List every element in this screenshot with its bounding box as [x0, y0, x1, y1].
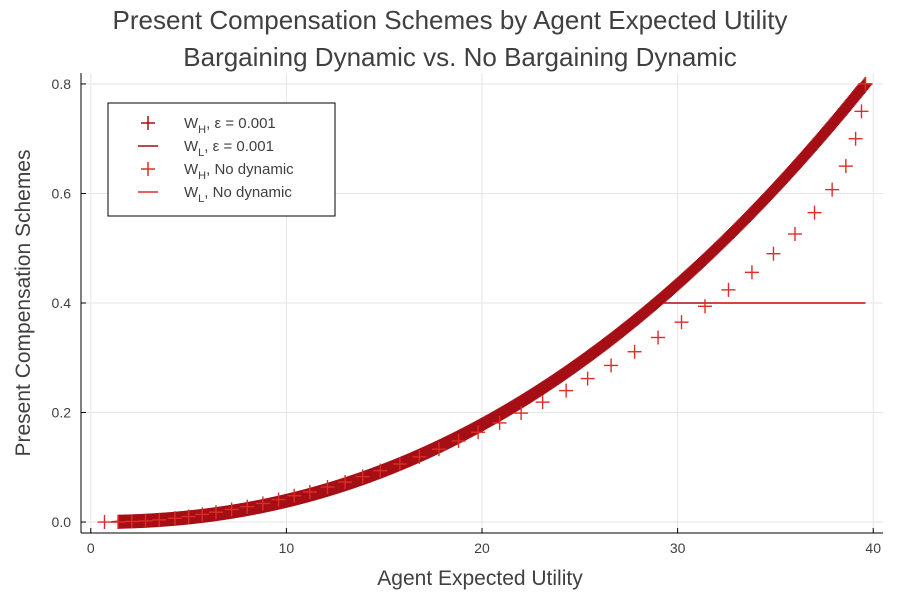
data-point	[492, 415, 507, 430]
data-point	[97, 515, 112, 530]
data-point	[854, 104, 869, 119]
data-point	[195, 507, 210, 522]
legend-item: WL, No dynamic	[138, 184, 292, 205]
data-point	[559, 383, 574, 398]
data-point	[471, 425, 486, 440]
chart-title-line-1: Present Compensation Schemes by Agent Ex…	[113, 5, 788, 35]
data-point	[124, 514, 139, 529]
data-point	[412, 449, 427, 464]
y-tick-label: 0.6	[52, 185, 72, 201]
data-point	[271, 492, 286, 507]
data-point	[856, 79, 871, 94]
data-point	[338, 475, 353, 490]
x-tick-label: 0	[87, 540, 95, 556]
data-point	[651, 330, 666, 345]
y-tick-label: 0.8	[52, 76, 72, 92]
chart-title-line-2: Bargaining Dynamic vs. No Bargaining Dyn…	[183, 42, 736, 72]
data-point	[320, 480, 335, 494]
data-point	[857, 78, 872, 93]
legend-item: WH, No dynamic	[141, 161, 294, 182]
data-point	[111, 515, 126, 530]
data-point	[838, 159, 853, 174]
data-point	[627, 344, 642, 359]
data-point	[355, 469, 370, 484]
data-point	[848, 131, 863, 146]
legend-item: WL, ε = 0.001	[138, 138, 274, 159]
data-point	[807, 205, 822, 220]
y-axis-label: Present Compensation Schemes	[12, 150, 35, 457]
data-point	[697, 299, 712, 314]
y-tick-label: 0.0	[52, 514, 72, 530]
data-point	[138, 513, 153, 528]
data-point	[451, 434, 466, 448]
plot-area: 0 10 20 30 40 0.0 0.2 0.4 0.6 0.8	[52, 73, 883, 556]
data-point	[766, 246, 781, 261]
data-point	[604, 358, 619, 373]
data-point	[392, 457, 407, 471]
data-point	[152, 512, 167, 527]
y-tick-label: 0.2	[52, 405, 72, 421]
legend-label: WH, No dynamic	[184, 161, 294, 182]
data-point	[721, 282, 736, 297]
legend-plus-symbol	[141, 116, 155, 130]
x-tick-label: 30	[670, 540, 686, 556]
data-point	[302, 484, 317, 499]
data-point	[580, 371, 595, 386]
data-point	[167, 511, 182, 526]
series-3	[97, 76, 873, 530]
data-point	[674, 315, 689, 330]
data-point	[744, 265, 759, 280]
x-tick-label: 40	[865, 540, 881, 556]
legend-label: WL, ε = 0.001	[184, 138, 274, 159]
data-point	[787, 227, 802, 241]
data-point	[287, 488, 302, 503]
x-axis-label: Agent Expected Utility	[377, 567, 583, 590]
legend-label: WL, No dynamic	[184, 184, 292, 205]
x-tick-label: 20	[474, 540, 490, 556]
legend-plus-symbol	[141, 162, 155, 176]
data-point	[208, 505, 223, 520]
data-point	[535, 395, 550, 410]
data-point	[858, 76, 873, 91]
data-point	[431, 442, 446, 457]
x-tick-label: 10	[279, 540, 295, 556]
legend-box	[107, 102, 336, 217]
legend-label: WH, ε = 0.001	[184, 115, 276, 136]
data-point	[181, 509, 196, 524]
data-point	[373, 463, 388, 478]
legend-item: WH, ε = 0.001	[141, 115, 276, 136]
data-point	[825, 182, 840, 197]
data-point	[224, 502, 239, 517]
data-point	[240, 499, 255, 514]
data-point	[514, 406, 529, 421]
y-tick-label: 0.4	[52, 295, 72, 311]
data-point	[255, 496, 270, 511]
